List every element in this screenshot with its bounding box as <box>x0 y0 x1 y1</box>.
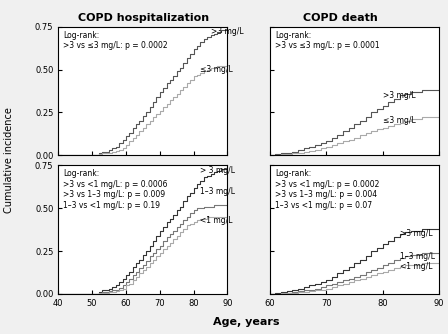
Text: >3 mg/L: >3 mg/L <box>400 229 432 238</box>
Text: 1–3 mg/L: 1–3 mg/L <box>400 252 435 261</box>
Text: COPD death: COPD death <box>303 13 378 23</box>
Text: >3 mg/L: >3 mg/L <box>383 91 415 100</box>
Text: >3 mg/L: >3 mg/L <box>211 27 243 36</box>
Text: 1–3 mg/L: 1–3 mg/L <box>200 187 235 196</box>
Text: Log-rank:
>3 vs ≤3 mg/L: p = 0.0001: Log-rank: >3 vs ≤3 mg/L: p = 0.0001 <box>275 31 379 50</box>
Text: <1 mg/L: <1 mg/L <box>400 262 432 271</box>
Text: Log-rank:
>3 vs <1 mg/L: p = 0.0006
>3 vs 1–3 mg/L: p = 0.009
1–3 vs <1 mg/L: p : Log-rank: >3 vs <1 mg/L: p = 0.0006 >3 v… <box>63 169 168 209</box>
Text: > 3 mg/L: > 3 mg/L <box>200 166 235 175</box>
Text: Age, years: Age, years <box>213 317 280 327</box>
Text: Log-rank:
>3 vs <1 mg/L: p = 0.0002
>3 vs 1–3 mg/L: p = 0.004
1–3 vs <1 mg/L: p : Log-rank: >3 vs <1 mg/L: p = 0.0002 >3 v… <box>275 169 379 209</box>
Text: Cumulative incidence: Cumulative incidence <box>4 108 14 213</box>
Text: ≤3 mg/L: ≤3 mg/L <box>200 65 233 74</box>
Text: <1 mg/L: <1 mg/L <box>200 216 233 225</box>
Text: Log-rank:
>3 vs ≤3 mg/L: p = 0.0002: Log-rank: >3 vs ≤3 mg/L: p = 0.0002 <box>63 31 168 50</box>
Text: COPD hospitalization: COPD hospitalization <box>78 13 209 23</box>
Text: ≤3 mg/L: ≤3 mg/L <box>383 117 415 126</box>
